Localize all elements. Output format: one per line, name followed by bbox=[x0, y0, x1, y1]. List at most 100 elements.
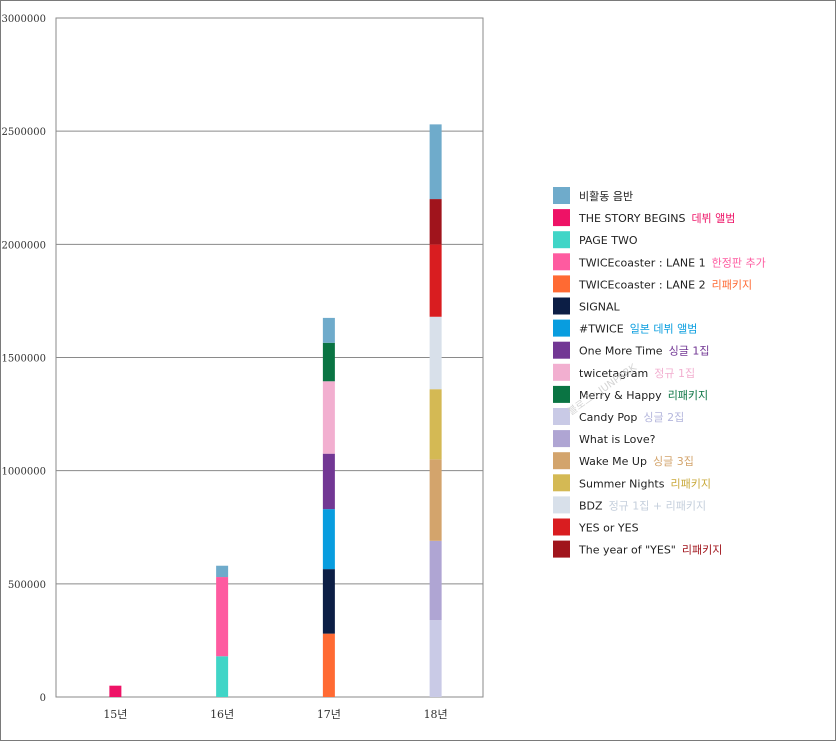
legend-item: SIGNAL bbox=[553, 297, 621, 315]
legend-name: #TWICE bbox=[579, 323, 624, 336]
legend-name: Candy Pop bbox=[579, 411, 637, 424]
legend-swatch bbox=[553, 430, 570, 448]
y-tick-label: 1500000 bbox=[1, 354, 46, 365]
legend-name: Wake Me Up bbox=[579, 455, 647, 468]
legend-name: THE STORY BEGINS bbox=[578, 212, 685, 225]
legend-note: 싱글 1집 bbox=[669, 345, 710, 358]
legend-note: 싱글 3집 bbox=[653, 455, 694, 468]
legend-swatch bbox=[553, 408, 570, 425]
legend-note: 싱글 2집 bbox=[643, 411, 684, 424]
bar-segment bbox=[216, 565, 229, 578]
legend-note: 한정판 추가 bbox=[712, 256, 766, 269]
legend-name: TWICEcoaster : LANE 2 bbox=[578, 278, 706, 291]
legend-note: 일본 데뷔 앨범 bbox=[630, 322, 698, 336]
x-tick-label: 15년 bbox=[103, 708, 127, 721]
legend-label: YES or YES bbox=[578, 522, 639, 535]
legend-name: BDZ bbox=[579, 499, 603, 512]
bar-segment bbox=[322, 569, 335, 634]
legend-name: The year of "YES" bbox=[578, 544, 676, 557]
legend-item: PAGE TWO bbox=[553, 231, 638, 249]
legend-swatch bbox=[553, 231, 570, 249]
legend-name: What is Love? bbox=[579, 433, 656, 446]
legend-name: Merry & Happy bbox=[579, 389, 662, 402]
legend-swatch bbox=[553, 518, 570, 536]
legend-item: #TWICE 일본 데뷔 앨범 bbox=[553, 319, 697, 337]
x-tick-label: 16년 bbox=[210, 708, 234, 721]
legend-label: 비활동 음반 bbox=[579, 189, 633, 203]
legend-label: Candy Pop 싱글 2집 bbox=[579, 411, 684, 424]
legend-swatch bbox=[553, 540, 570, 558]
bar-segment bbox=[429, 316, 442, 390]
legend-item: 비활동 음반 bbox=[553, 187, 633, 204]
legend-note: 리패키지 bbox=[712, 278, 752, 291]
legend-item: TWICEcoaster : LANE 1 한정판 추가 bbox=[553, 253, 766, 271]
legend-name: PAGE TWO bbox=[579, 234, 638, 247]
legend-label: THE STORY BEGINS 데뷔 앨범 bbox=[578, 212, 735, 225]
bar-segment bbox=[429, 244, 442, 317]
legend-label: TWICEcoaster : LANE 2 리패키지 bbox=[578, 278, 752, 291]
legend-swatch bbox=[553, 297, 570, 315]
legend-swatch bbox=[553, 319, 570, 337]
legend-item: One More Time 싱글 1집 bbox=[553, 341, 709, 359]
bar-segment bbox=[429, 199, 442, 245]
bar-segment bbox=[429, 459, 442, 541]
legend-label: What is Love? bbox=[579, 433, 656, 446]
legend-item: twicetagram 정규 1집 bbox=[553, 363, 695, 381]
legend-note: 정규 1집 + 리패키지 bbox=[609, 499, 707, 512]
legend-label: #TWICE 일본 데뷔 앨범 bbox=[579, 322, 697, 336]
legend-label: The year of "YES" 리패키지 bbox=[578, 544, 722, 557]
bar-segment bbox=[429, 540, 442, 621]
y-axis-ticks: 0 500000 1000000 1500000 2000000 2500000 30000… bbox=[1, 14, 46, 704]
legend-swatch bbox=[553, 341, 570, 359]
legend-item: YES or YES bbox=[553, 518, 639, 536]
bar-segment bbox=[322, 342, 335, 382]
bar-segment bbox=[322, 633, 335, 697]
bar-segment bbox=[429, 620, 442, 697]
legend-name: Summer Nights bbox=[579, 477, 665, 490]
legend-note: 정규 1집 bbox=[654, 367, 695, 380]
bar-stacks bbox=[109, 124, 442, 697]
legend-item: What is Love? bbox=[553, 430, 656, 448]
y-tick-label: 2500000 bbox=[1, 127, 46, 138]
legend-swatch bbox=[553, 385, 570, 403]
x-tick-label: 17년 bbox=[317, 708, 341, 721]
legend-item: THE STORY BEGINS 데뷔 앨범 bbox=[553, 209, 735, 227]
y-tick-label: 500000 bbox=[8, 580, 46, 591]
legend-swatch bbox=[553, 209, 570, 227]
bar-segment bbox=[429, 389, 442, 460]
legend-label: twicetagram 정규 1집 bbox=[579, 367, 695, 380]
legend-swatch bbox=[553, 275, 570, 293]
legend-item: Wake Me Up 싱글 3집 bbox=[553, 452, 694, 470]
legend-label: TWICEcoaster : LANE 1 한정판 추가 bbox=[578, 256, 766, 269]
legend-item: Merry & Happy 리패키지 bbox=[553, 385, 708, 403]
legend-note: 데뷔 앨범 bbox=[691, 212, 735, 225]
bar-segment bbox=[322, 509, 335, 570]
legend-label: PAGE TWO bbox=[579, 234, 638, 247]
legend-item: The year of "YES" 리패키지 bbox=[553, 540, 722, 558]
legend-item: TWICEcoaster : LANE 2 리패키지 bbox=[553, 275, 752, 293]
legend-note: 리패키지 bbox=[670, 477, 710, 490]
legend-name: 비활동 음반 bbox=[579, 189, 633, 203]
bar-segment bbox=[109, 685, 122, 697]
legend-label: BDZ 정규 1집 + 리패키지 bbox=[579, 499, 706, 512]
legend-item: Candy Pop 싱글 2집 bbox=[553, 408, 684, 425]
bar-segment bbox=[216, 656, 229, 697]
y-tick-label: 0 bbox=[40, 693, 46, 704]
x-axis-ticks: 15년 16년 17년 18년 bbox=[103, 708, 447, 721]
legend-label: Summer Nights 리패키지 bbox=[579, 477, 711, 490]
legend-swatch bbox=[553, 452, 570, 470]
legend-name: TWICEcoaster : LANE 1 bbox=[578, 256, 706, 269]
bar-segment bbox=[322, 381, 335, 454]
legend-swatch bbox=[553, 496, 570, 514]
legend-item: BDZ 정규 1집 + 리패키지 bbox=[553, 496, 706, 514]
legend-label: One More Time 싱글 1집 bbox=[579, 345, 709, 358]
legend-swatch bbox=[553, 253, 570, 271]
legend-label: SIGNAL bbox=[579, 301, 621, 314]
gridlines bbox=[55, 17, 484, 698]
bar-segment bbox=[322, 317, 335, 343]
legend-swatch bbox=[553, 474, 570, 492]
legend-swatch bbox=[553, 363, 570, 381]
plot-border bbox=[55, 17, 484, 698]
